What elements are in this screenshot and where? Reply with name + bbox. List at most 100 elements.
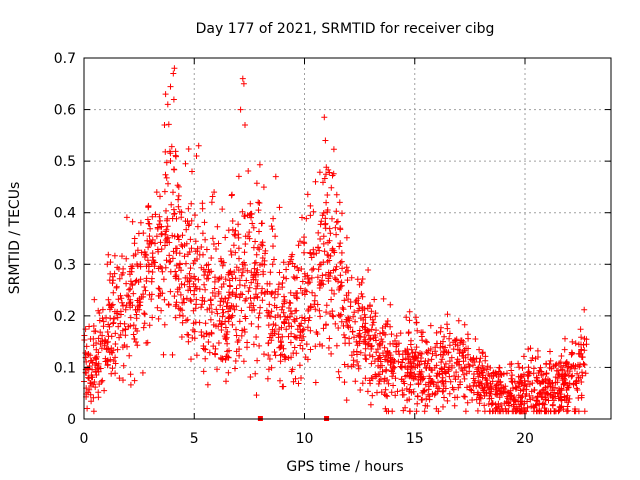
data-point	[335, 312, 342, 318]
data-point	[211, 285, 218, 292]
data-point	[148, 296, 155, 303]
data-point	[239, 208, 246, 215]
data-point	[316, 247, 323, 254]
data-point	[325, 252, 332, 259]
data-point	[373, 327, 379, 334]
data-point	[219, 313, 226, 320]
data-point	[400, 391, 407, 398]
data-point	[95, 394, 102, 401]
data-point	[516, 379, 523, 386]
data-point	[248, 269, 255, 276]
data-point	[256, 228, 262, 235]
data-point	[137, 276, 144, 283]
data-point	[565, 361, 571, 368]
data-point	[167, 83, 174, 90]
data-point	[87, 352, 94, 359]
data-point	[547, 393, 554, 400]
data-point	[244, 212, 251, 219]
data-point	[116, 375, 123, 382]
data-point	[159, 268, 166, 275]
data-point	[275, 286, 282, 293]
data-point	[106, 301, 113, 308]
data-point	[330, 313, 337, 320]
data-point	[333, 208, 340, 215]
data-point	[207, 316, 214, 323]
data-point	[267, 269, 274, 276]
data-point	[295, 267, 302, 274]
data-point	[115, 323, 122, 330]
data-point	[572, 363, 579, 370]
data-point	[419, 329, 426, 336]
data-point	[461, 364, 468, 371]
data-point	[145, 268, 152, 275]
data-point	[297, 323, 304, 330]
data-point	[156, 292, 163, 299]
data-point	[486, 372, 493, 379]
data-point	[582, 370, 589, 377]
data-point	[229, 312, 236, 319]
data-point	[135, 230, 142, 237]
data-point	[255, 199, 262, 206]
data-point	[162, 171, 169, 178]
data-point	[188, 298, 195, 305]
data-point	[189, 168, 195, 175]
data-point	[550, 363, 557, 370]
data-point	[489, 378, 496, 385]
data-point	[297, 285, 304, 292]
data-point	[186, 278, 193, 285]
data-point	[413, 344, 420, 351]
data-point	[301, 315, 308, 322]
data-point	[583, 336, 590, 343]
data-point	[414, 327, 421, 334]
data-point	[418, 396, 425, 403]
data-point	[251, 260, 258, 267]
data-point	[108, 370, 115, 377]
data-point	[88, 383, 94, 389]
data-point	[329, 245, 336, 252]
data-point	[218, 274, 225, 281]
data-point	[496, 364, 503, 371]
data-point	[127, 285, 134, 292]
data-point	[480, 365, 487, 372]
data-point	[155, 265, 162, 272]
data-point	[446, 390, 453, 397]
data-point	[343, 397, 350, 404]
data-point	[326, 335, 333, 342]
data-point	[190, 320, 197, 327]
data-point	[321, 175, 328, 182]
data-point	[170, 206, 177, 213]
data-point	[534, 347, 541, 354]
data-point	[529, 354, 536, 361]
data-point	[286, 258, 293, 265]
data-point	[288, 310, 295, 317]
data-point	[405, 350, 412, 357]
data-point	[174, 182, 181, 189]
data-point	[566, 395, 573, 402]
data-point	[454, 394, 461, 401]
data-point	[253, 392, 260, 399]
data-point	[158, 307, 165, 314]
data-point	[444, 311, 451, 318]
data-point	[291, 292, 297, 299]
data-point	[109, 280, 116, 287]
data-point	[259, 242, 266, 249]
data-point	[163, 217, 170, 224]
data-point	[368, 360, 375, 367]
data-point	[576, 363, 583, 370]
data-point	[328, 184, 335, 191]
data-point	[352, 378, 359, 385]
data-point	[415, 381, 422, 388]
data-point	[266, 301, 273, 308]
data-point	[238, 332, 245, 339]
axis-ticks: 0 0.1 0.2 0.3 0.4 0.5 0.6 0.7 0 5 10 15 20	[54, 51, 611, 447]
data-point	[361, 333, 368, 340]
data-point	[340, 306, 347, 313]
data-point	[325, 278, 332, 284]
data-point	[156, 286, 163, 292]
data-point	[128, 268, 135, 275]
data-point	[504, 370, 510, 377]
data-point	[377, 342, 384, 349]
data-point	[580, 360, 587, 367]
data-point	[201, 272, 208, 279]
